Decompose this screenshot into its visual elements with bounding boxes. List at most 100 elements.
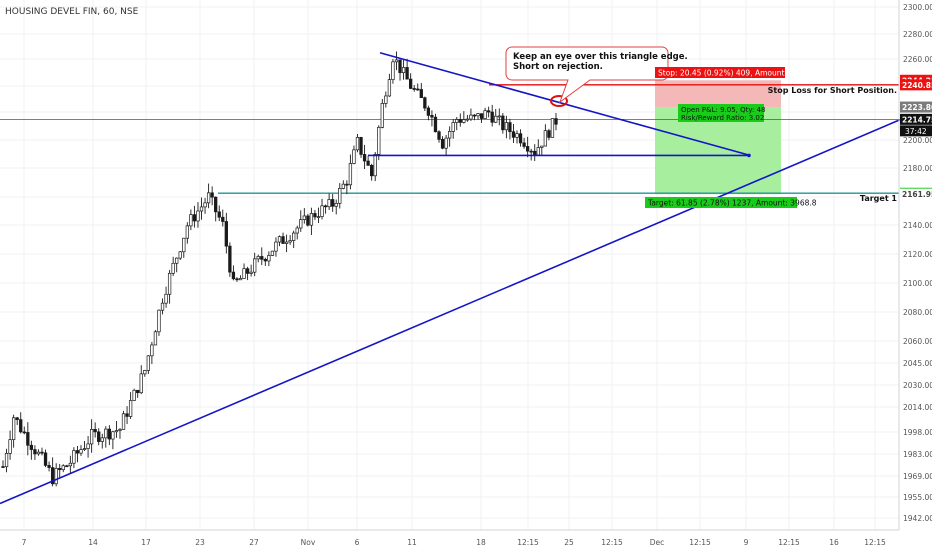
candle-body (476, 113, 480, 117)
callout-line-1: Keep an eye over this triangle edge. (513, 52, 688, 62)
target-box-text: Target: 61.85 (2.78%) 1237, Amount: 3968… (647, 199, 817, 208)
time-tick-label: 11 (407, 538, 417, 547)
candle-body (132, 389, 136, 401)
candle-body (309, 213, 314, 226)
candle-body (440, 139, 445, 149)
candle-body (22, 431, 26, 434)
time-tick-label: 12:15 (689, 538, 711, 547)
candle-body (196, 210, 200, 222)
pnl-box-bg (678, 104, 764, 122)
target-box: Target: 61.85 (2.78%) 1237, Amount: 3968… (645, 197, 817, 208)
candle-body (525, 146, 530, 152)
candle-body (68, 462, 73, 467)
candle-body (100, 437, 104, 442)
price-tick-label: 2014.00 (903, 403, 932, 412)
candle-body (86, 443, 90, 449)
pnl-line-2: Risk/Reward Ratio: 3.02 (681, 114, 764, 122)
candle-body (43, 452, 48, 466)
countdown-bg (900, 125, 932, 137)
callout-bubble (505, 46, 669, 104)
candle-body (370, 165, 374, 177)
candle-body (412, 88, 416, 90)
time-tick-label: Dec (650, 538, 665, 547)
candle-body (394, 59, 399, 63)
rejection-marker (550, 95, 568, 107)
candle-body (267, 255, 271, 262)
candle-body (373, 153, 377, 177)
candle-body (518, 133, 523, 144)
candle-body (543, 130, 548, 147)
candle-body (128, 400, 133, 417)
candle-body (111, 431, 115, 440)
candle-body (242, 268, 246, 279)
candle-body (444, 137, 448, 149)
candle-body (50, 467, 55, 485)
candle-body (504, 122, 509, 131)
candle-body (401, 67, 406, 74)
candle-body (522, 142, 526, 147)
price-label: 2223.80 (900, 101, 932, 113)
candle-body (75, 450, 80, 454)
candle-body (150, 344, 154, 357)
candle-body (494, 115, 498, 123)
price-tick-label: 2300.00 (903, 3, 932, 12)
price-label-bg (900, 188, 932, 200)
candle-body (281, 236, 285, 244)
candle-body (455, 119, 459, 123)
price-tick-label: 2120.00 (903, 250, 932, 259)
candle-body (217, 211, 221, 218)
time-tick-label: 23 (195, 538, 205, 547)
time-tick-label: 12:15 (601, 538, 623, 547)
candle-body (501, 115, 505, 131)
candle-body (238, 278, 243, 281)
candle-body (146, 355, 150, 371)
time-tick-label: Nov (301, 538, 316, 547)
time-tick-label: 12:15 (517, 538, 539, 547)
time-tick-label: 27 (249, 538, 259, 547)
price-tick-label: 2180.00 (903, 164, 932, 173)
candle-body (89, 429, 94, 445)
candle-body (465, 118, 470, 121)
candle-body (58, 468, 62, 471)
candle-body (47, 465, 51, 468)
candle-body (334, 202, 338, 207)
candle-body (327, 199, 331, 208)
candle-body (323, 205, 328, 208)
candle-body (164, 293, 168, 304)
price-tick-label: 2200.00 (903, 136, 932, 145)
time-tick-label: 7 (22, 538, 27, 547)
time-axis[interactable]: 7 14 17 23 27 Nov 6 11 18 12:15 25 12:15 Dec 12:15 9 12… (0, 529, 899, 547)
candle-body (228, 245, 232, 273)
candle-body (139, 373, 143, 394)
price-label: 2161.95 (900, 188, 932, 200)
candle-body (380, 103, 384, 128)
price-label-text: 2223.80 (902, 103, 932, 112)
stop-box-text: Stop: 20.45 (0.92%) 409, Amount: 19.6 (658, 69, 806, 78)
candle-body (270, 250, 275, 256)
time-tick-label: 12:15 (864, 538, 886, 547)
stop-box-bg (655, 67, 785, 78)
target-1-label: Target 1 (860, 194, 898, 203)
price-axis[interactable]: 2300.00 2280.00 2260.00 2200.00 2180.00 2140.… (898, 0, 932, 530)
candle-body (320, 205, 324, 217)
candle-body (274, 241, 278, 252)
trendline-ascending (0, 116, 906, 505)
candle-body (160, 302, 165, 311)
candle-body (391, 61, 395, 81)
countdown-label: 37:42 (900, 125, 932, 137)
time-tick-label: 17 (141, 538, 151, 547)
candle-body (256, 256, 260, 260)
candle-body (136, 389, 140, 394)
candle-body (203, 202, 207, 208)
candle-body (4, 453, 9, 468)
candle-body (405, 67, 409, 80)
candle-body (345, 183, 349, 186)
candle-body (231, 271, 236, 280)
candle-body (472, 114, 477, 117)
price-label-bg (900, 79, 932, 91)
candle-body (104, 428, 108, 439)
price-tick-label: 1942.00 (903, 514, 932, 523)
candle-body (462, 119, 466, 123)
candle-body (40, 451, 44, 454)
